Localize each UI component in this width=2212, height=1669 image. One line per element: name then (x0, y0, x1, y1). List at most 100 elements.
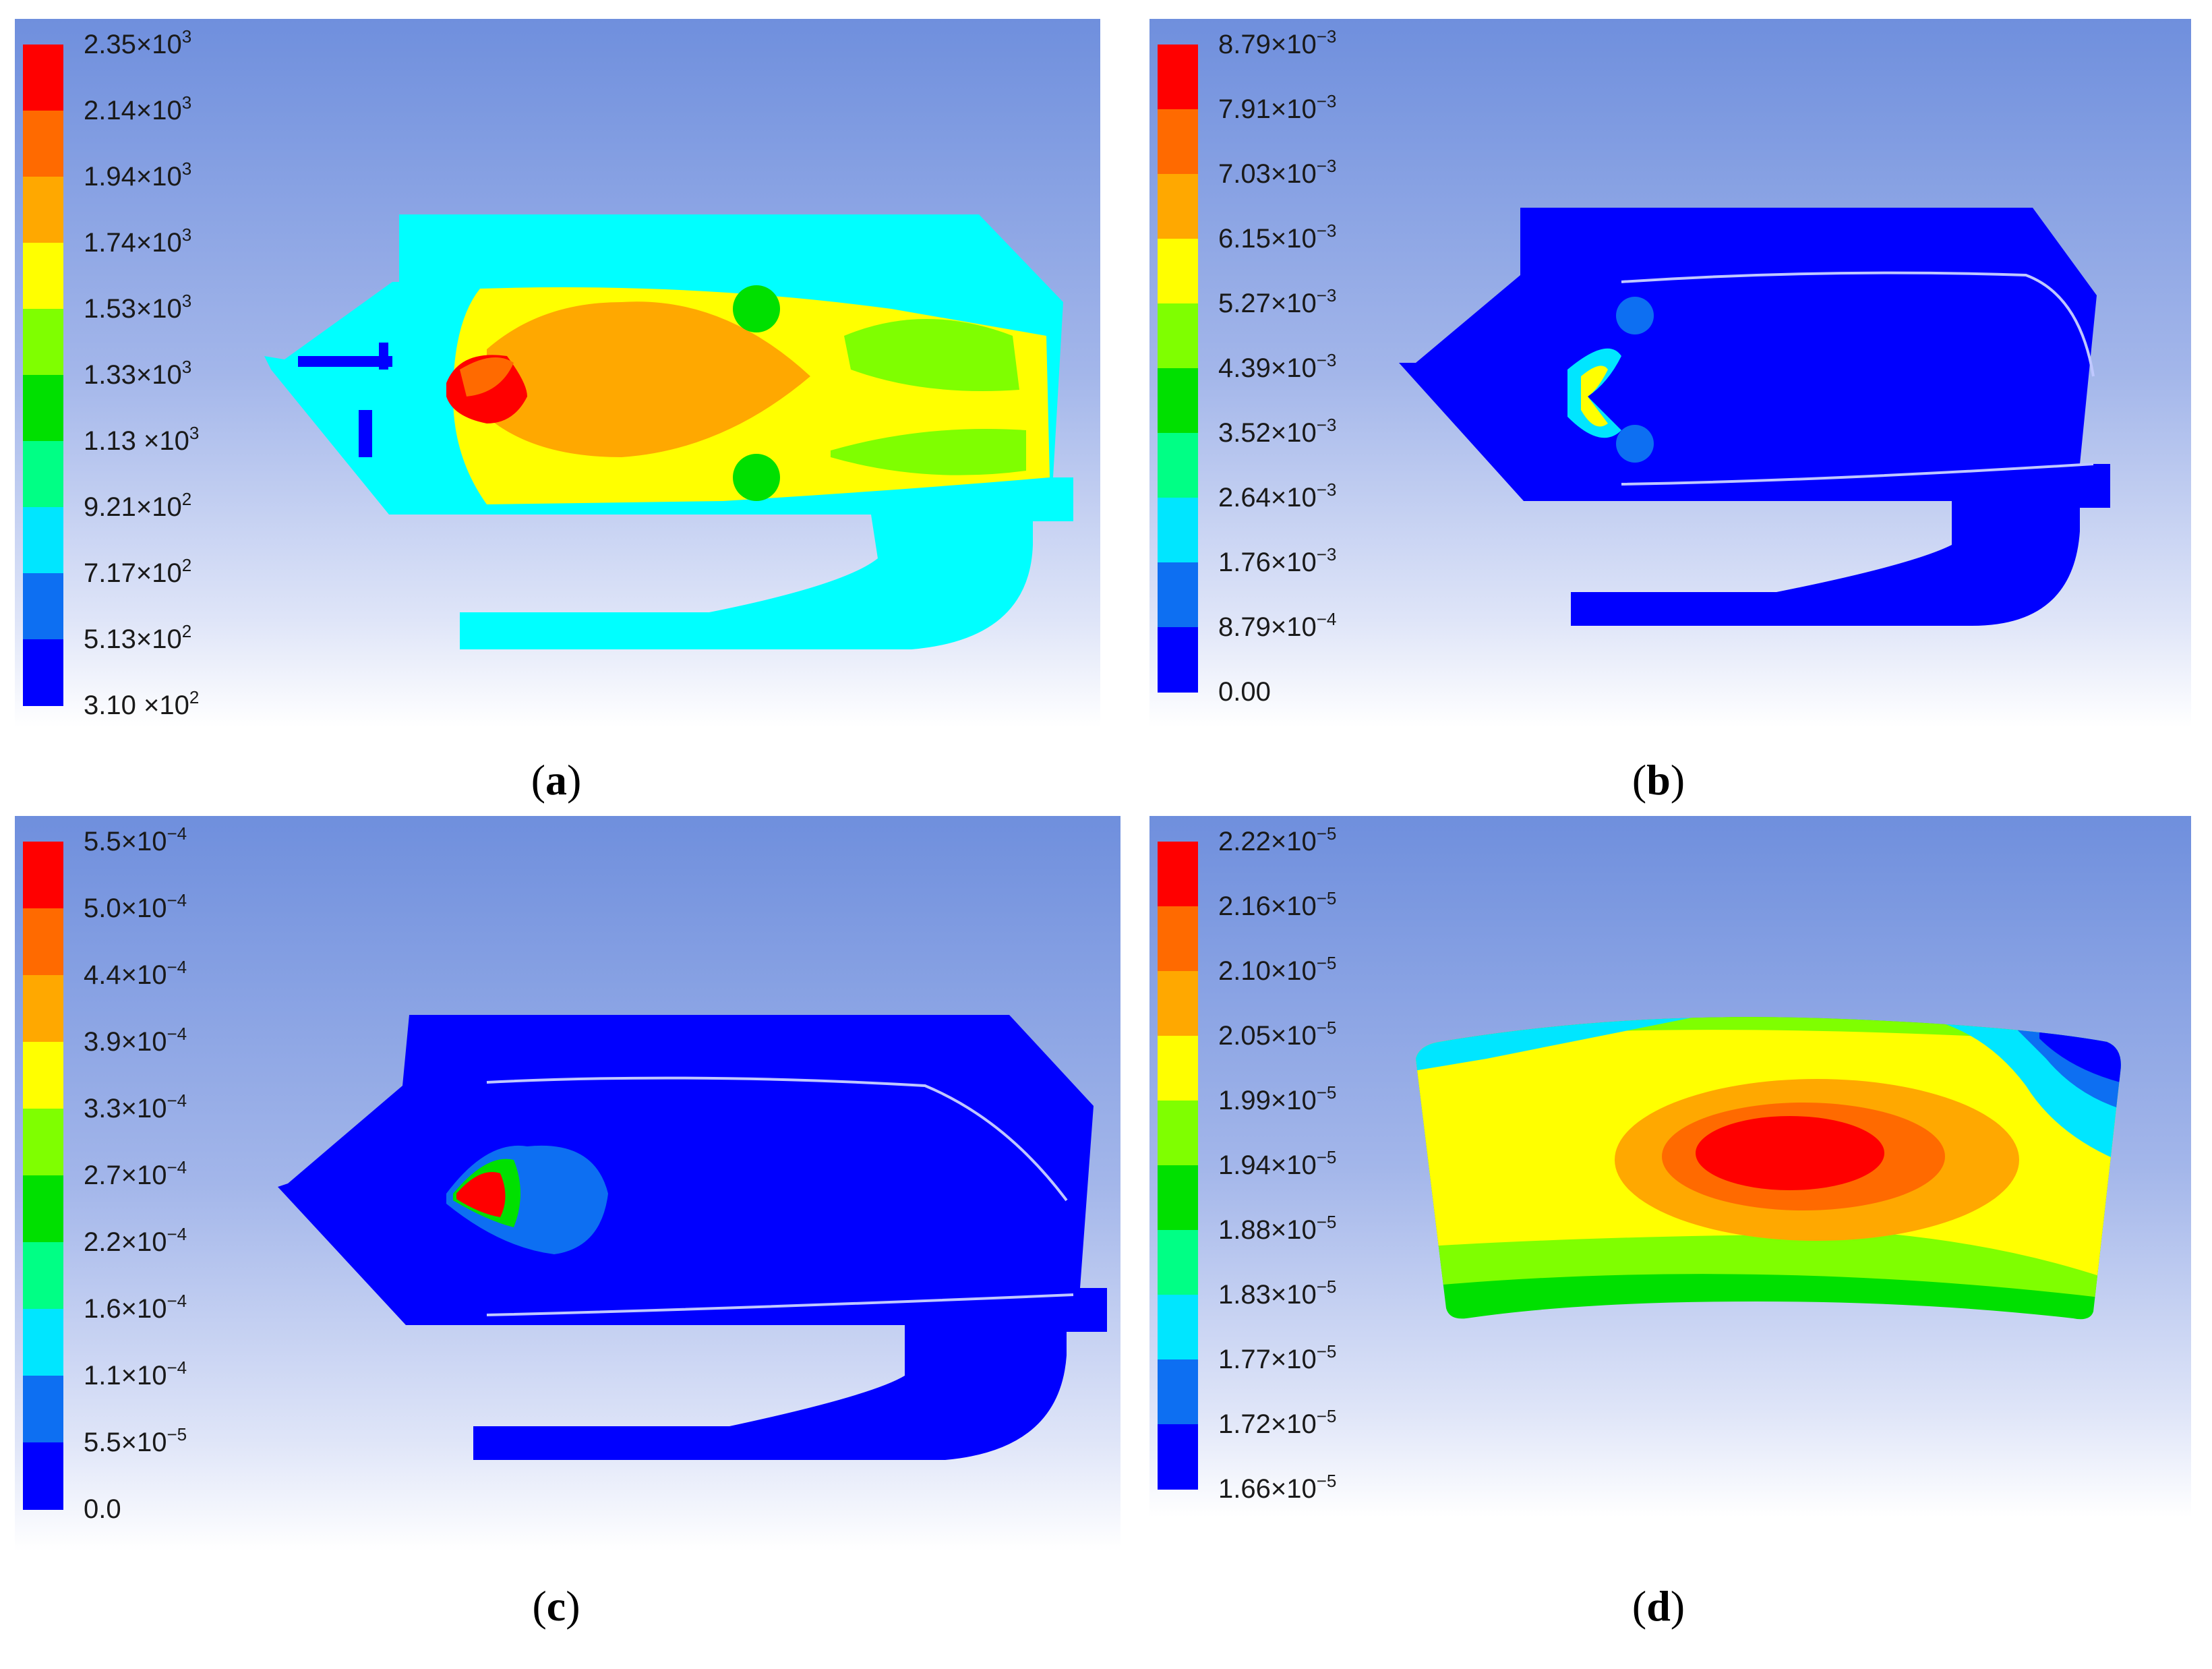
legend-label: 5.5×10−4 (84, 823, 187, 856)
legend-label: 1.74×103 (84, 225, 192, 258)
legend-band (1158, 433, 1198, 498)
legend-band (1158, 1295, 1198, 1360)
dilution-jet-lower-a (733, 454, 780, 501)
legend-label: 2.05×10−5 (1218, 1018, 1337, 1051)
legend-label: 6.15×10−3 (1218, 221, 1337, 254)
fuel-plume-b (1567, 348, 1621, 438)
legend-band (1158, 109, 1198, 175)
legend-label: 1.72×10−5 (1218, 1406, 1337, 1439)
contour-plot-a (264, 214, 1073, 649)
caption-d: (d) (1632, 1582, 1685, 1630)
recirc-upper-b (1616, 297, 1654, 334)
liner-lower-b (1621, 463, 2094, 486)
legend-label: 1.88×10−5 (1218, 1212, 1337, 1245)
legend-label: 5.13×102 (84, 621, 192, 654)
caption-b: (b) (1632, 756, 1685, 804)
legend-label: 2.10×10−5 (1218, 953, 1337, 986)
legend-label: 1.33×103 (84, 357, 192, 390)
legend-label: 2.14×103 (84, 92, 192, 125)
flame-orange-core-a (487, 301, 810, 457)
liner-lower-c (486, 1293, 1074, 1316)
legend-band (1158, 1359, 1198, 1425)
legend-band (1158, 1230, 1198, 1295)
legend-label: 1.13 ×103 (84, 423, 200, 456)
panel-a: 2.35×103 2.14×103 1.94×103 1.74×103 1.53×103… (15, 19, 1100, 727)
legend-label: 1.6×10−4 (84, 1291, 187, 1324)
legend-band (23, 908, 63, 976)
legend-label: 9.21×102 (84, 489, 192, 522)
flame-green-region-a (844, 319, 1019, 391)
dilution-jet-upper-a (733, 285, 780, 332)
legend-band (23, 1109, 63, 1176)
legend-label: 1.66×10−5 (1218, 1471, 1337, 1504)
legend-band (1158, 1101, 1198, 1166)
legend-band (23, 375, 63, 442)
legend-band (23, 111, 63, 177)
legend-band (1158, 906, 1198, 972)
legend-band (23, 45, 63, 111)
legend-label: 5.27×10−3 (1218, 285, 1337, 318)
legend-label: 2.16×10−5 (1218, 888, 1337, 921)
panel-d: 2.22×10−5 2.16×10−5 2.10×10−5 2.05×10−5 1.99… (1149, 816, 2191, 1517)
contour-plot-d (1416, 1017, 2121, 1320)
panel-b: 8.79×10−3 7.91×10−3 7.03×10−3 6.15×10−3 5.27… (1149, 19, 2191, 727)
legend-label: 0.0 (84, 1494, 121, 1524)
legend-band (23, 639, 63, 706)
liner-upper-b (1621, 271, 2095, 377)
caption-c: (c) (532, 1582, 580, 1630)
legend-label: 0.00 (1218, 677, 1271, 707)
legend-label: 8.79×10−3 (1218, 26, 1337, 59)
legend-label: 4.4×10−4 (84, 957, 187, 990)
injector-lines-a (298, 343, 392, 457)
legend-label: 3.10 ×102 (84, 687, 200, 720)
legend-band (23, 1175, 63, 1243)
legend-label: 2.22×10−5 (1218, 823, 1337, 856)
legend-label: 7.91×10−3 (1218, 91, 1337, 124)
legend-band (1158, 1424, 1198, 1490)
legend-label: 1.77×10−5 (1218, 1341, 1337, 1374)
legend-band (23, 1309, 63, 1376)
fuel-plume-core-c (456, 1172, 506, 1217)
legend-label: 5.0×10−4 (84, 890, 187, 923)
legend-band (23, 1442, 63, 1510)
legend-label: 1.53×103 (84, 291, 192, 324)
legend-band (23, 573, 63, 640)
fuel-plume-hot-b (1581, 365, 1608, 427)
legend-label: 2.35×103 (84, 26, 192, 59)
combustor-geometry-c (278, 1015, 1107, 1460)
legend-label: 4.39×10−3 (1218, 350, 1337, 383)
legend-band (23, 507, 63, 574)
legend-band (1158, 174, 1198, 239)
recirc-lower-b (1616, 425, 1654, 463)
legend-band (1158, 627, 1198, 693)
legend-band (23, 243, 63, 310)
legend-label: 5.5×10−5 (84, 1424, 187, 1457)
legend-band (1158, 368, 1198, 434)
legend-label: 1.94×103 (84, 158, 192, 192)
legend-band (23, 177, 63, 243)
legend-band (1158, 239, 1198, 304)
legend-band (1158, 842, 1198, 907)
flame-orange-front-a (460, 357, 514, 397)
legend-band (23, 1042, 63, 1109)
legend-band (23, 975, 63, 1043)
legend-label: 3.52×10−3 (1218, 415, 1337, 448)
legend-label: 1.76×10−3 (1218, 544, 1337, 577)
legend-band (23, 441, 63, 508)
legend-band (1158, 1036, 1198, 1101)
legend-band (1158, 971, 1198, 1036)
legend-label: 2.2×10−4 (84, 1224, 187, 1257)
legend-band (23, 309, 63, 376)
contour-plot-c (278, 1015, 1107, 1460)
legend-label: 1.1×10−4 (84, 1357, 187, 1390)
liner-upper-c (486, 1076, 1068, 1202)
legend-label: 2.7×10−4 (84, 1157, 187, 1190)
legend-band (23, 1376, 63, 1443)
caption-a: (a) (531, 756, 582, 804)
combustor-geometry-b (1399, 208, 2110, 626)
legend-label: 2.64×10−3 (1218, 479, 1337, 513)
legend-label: 3.9×10−4 (84, 1024, 187, 1057)
legend-band (23, 1242, 63, 1310)
contour-plot-b (1399, 208, 2110, 626)
legend-band (1158, 1165, 1198, 1231)
